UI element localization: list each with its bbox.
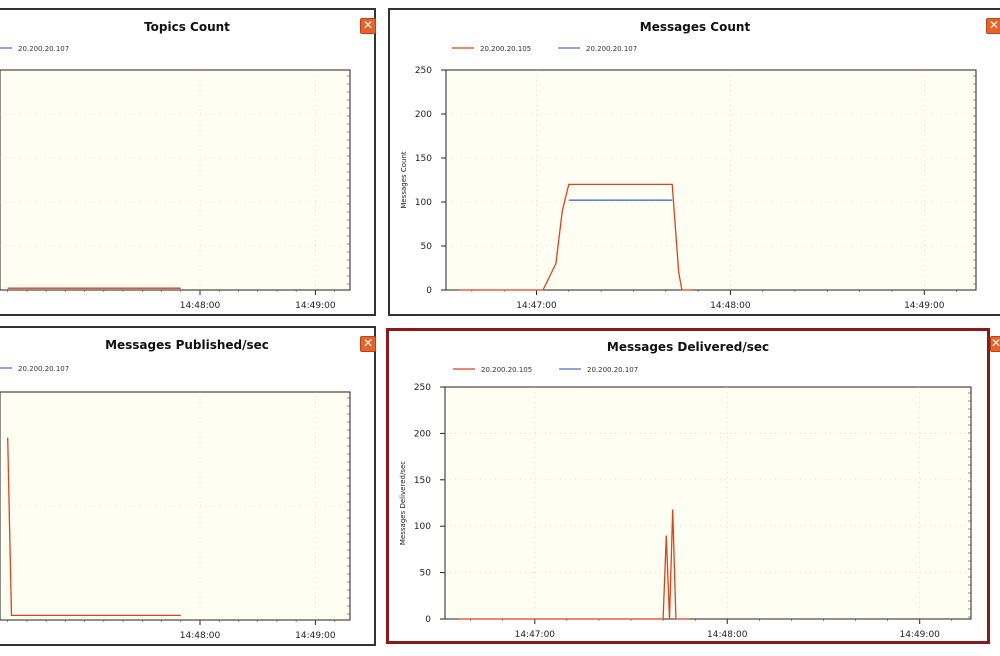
y-tick-label: 250 xyxy=(415,66,432,76)
legend-label: 20.200.20.105 xyxy=(481,366,532,374)
y-tick-label: 150 xyxy=(414,476,431,486)
legend-label: 20.200.20.107 xyxy=(18,365,69,373)
plot-area xyxy=(444,386,972,620)
x-tick-label: 14:49:00 xyxy=(904,301,945,311)
y-tick-label: 0 xyxy=(426,286,432,296)
y-axis-label: Messages Delivered/sec xyxy=(399,461,407,545)
legend-label: 20.200.20.107 xyxy=(587,366,638,374)
x-tick-label: 14:48:00 xyxy=(710,301,751,311)
series-line xyxy=(457,509,689,620)
panel-title: Messages Delivered/sec xyxy=(606,340,770,354)
x-tick-label: 14:48:00 xyxy=(707,630,748,639)
y-tick-label: 0 xyxy=(425,615,431,625)
y-tick-label: 50 xyxy=(420,569,432,579)
y-tick-label: 200 xyxy=(414,429,431,439)
x-tick-label: 14:49:00 xyxy=(899,630,940,639)
panel-title: Messages Count xyxy=(639,20,751,34)
y-tick-label: 50 xyxy=(421,242,433,252)
chart-messages-published: 20.200.20.107 14:48:00 14:49:00 xyxy=(0,365,351,641)
x-tick-label: 14:47:00 xyxy=(516,301,557,311)
y-tick-label: 100 xyxy=(414,522,431,532)
y-axis-label: Messages Count xyxy=(400,151,408,209)
x-tick-label: 14:49:00 xyxy=(295,631,336,641)
y-tick-label: 200 xyxy=(415,110,432,120)
chart-topics-count: 20.200.20.107 14:48:00 14:49:00 xyxy=(0,45,351,311)
close-icon[interactable]: ✕ xyxy=(986,18,1000,34)
panel-messages-delivered[interactable]: Messages Delivered/sec 20.200.20.105 20.2… xyxy=(386,328,990,644)
series-line xyxy=(7,437,181,617)
panel-messages-count: Messages Count ✕ 20.200.20.105 20.200.20.… xyxy=(388,8,1000,316)
panel-topics-count: Topics Count ✕ 20.200.20.107 14:48:00 14:4… xyxy=(0,8,376,316)
legend-label: 20.200.20.107 xyxy=(18,45,69,53)
close-icon[interactable]: ✕ xyxy=(360,18,376,34)
plot-area xyxy=(0,69,351,291)
plot-area xyxy=(445,69,977,291)
chart-messages-delivered: 20.200.20.105 20.200.20.107 0 50 100 150 200 25… xyxy=(399,366,972,639)
x-tick-label: 14:47:00 xyxy=(515,630,556,639)
panel-title: Topics Count xyxy=(144,20,230,34)
y-tick-label: 100 xyxy=(415,198,432,208)
legend-label: 20.200.20.107 xyxy=(586,45,637,53)
legend-label: 20.200.20.105 xyxy=(480,45,531,53)
x-tick-label: 14:49:00 xyxy=(295,301,336,311)
panel-title: Messages Published/sec xyxy=(105,338,269,352)
y-tick-label: 150 xyxy=(415,154,432,164)
y-tick-label: 250 xyxy=(414,383,431,393)
x-tick-label: 14:48:00 xyxy=(180,301,221,311)
close-icon[interactable]: ✕ xyxy=(990,336,1000,352)
series-line xyxy=(458,183,692,291)
chart-messages-count: 20.200.20.105 20.200.20.107 0 50 100 150 200 25… xyxy=(400,45,977,311)
x-tick-label: 14:48:00 xyxy=(180,631,221,641)
close-icon[interactable]: ✕ xyxy=(360,336,376,352)
panel-messages-published: Messages Published/sec ✕ 20.200.20.107 14… xyxy=(0,326,376,646)
